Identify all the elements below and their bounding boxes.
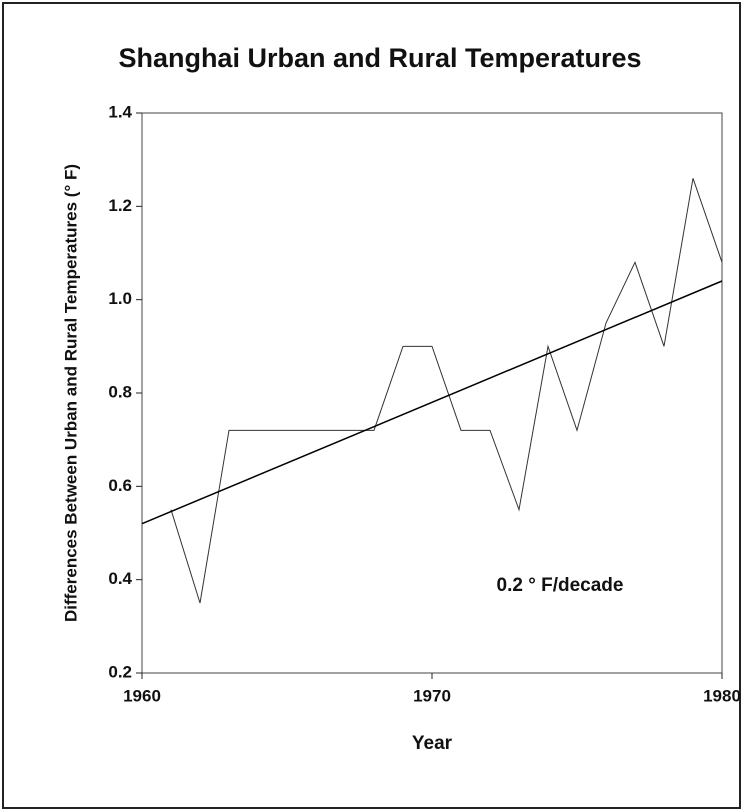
y-tick-label: 0.2 [108,662,132,681]
y-tick-label: 0.6 [108,476,132,495]
data-line [170,178,723,604]
y-tick-label: 1.0 [108,289,132,308]
x-tick-label: 1980 [703,686,741,705]
y-tick-label: 1.2 [108,196,132,215]
x-axis-label: Year [412,733,453,754]
y-axis-label: Differences Between Urban and Rural Temp… [61,164,80,622]
x-tick-label: 1960 [123,686,161,705]
y-tick-label: 0.4 [108,569,132,588]
annotation: 0.2 ° F/decade [497,575,624,596]
y-tick-label: 1.4 [108,102,132,121]
plot-area [141,112,723,674]
y-tick-label: 0.8 [108,382,132,401]
trend-line [141,280,723,525]
x-tick-label: 1970 [413,686,451,705]
chart-title: Shanghai Urban and Rural Temperatures [118,43,641,73]
